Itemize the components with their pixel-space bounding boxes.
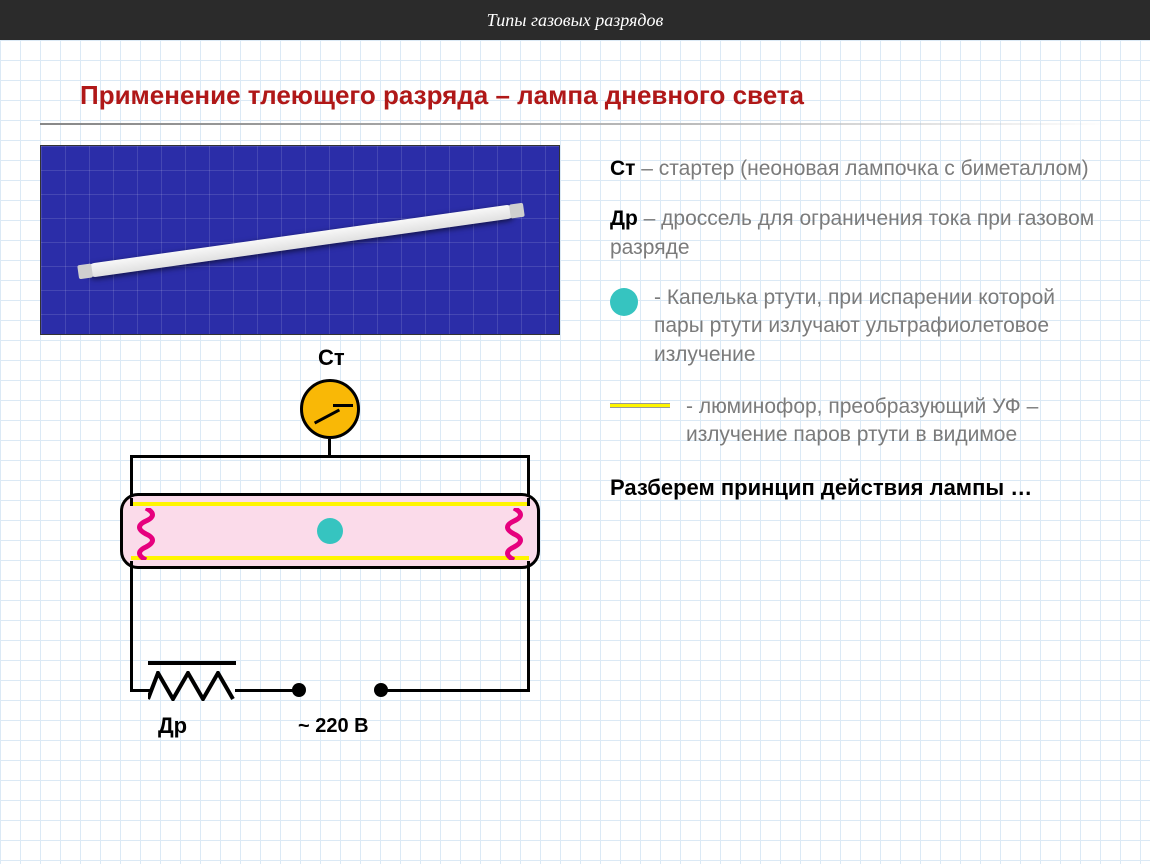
starter-label: Ст bbox=[318, 345, 345, 371]
bottom-note: Разберем принцип действия лампы … bbox=[610, 474, 1110, 503]
wire bbox=[527, 498, 530, 506]
wire bbox=[130, 561, 133, 691]
legend-starter-abbr: Ст bbox=[610, 157, 635, 180]
phosphor-coating-bottom bbox=[131, 556, 529, 560]
right-column: Ст – стартер (неоновая лампочка с бимета… bbox=[610, 145, 1110, 773]
wire bbox=[527, 561, 530, 691]
legend-choke: Др – дроссель для ограничения тока при г… bbox=[610, 205, 1110, 262]
content-area: Применение тлеющего разряда – лампа днев… bbox=[0, 40, 1150, 773]
filament-right bbox=[499, 508, 529, 560]
page-title: Применение тлеющего разряда – лампа днев… bbox=[40, 80, 1110, 111]
lamp-tube-photo bbox=[87, 204, 515, 278]
lamp-tube bbox=[120, 493, 540, 569]
main-row: Ст bbox=[40, 145, 1110, 773]
legend-mercury-text: - Капелька ртути, при испарении которой … bbox=[654, 284, 1110, 369]
voltage-label: ~ 220 В bbox=[298, 715, 369, 738]
legend-starter: Ст – стартер (неоновая лампочка с бимета… bbox=[610, 155, 1110, 183]
legend-starter-text: – стартер (неоновая лампочка с биметалло… bbox=[635, 157, 1088, 180]
wire bbox=[130, 455, 330, 458]
wire bbox=[235, 689, 300, 692]
wire bbox=[380, 689, 530, 692]
starter-contact2 bbox=[333, 404, 353, 407]
choke-core bbox=[148, 661, 236, 665]
filament-left bbox=[131, 508, 161, 560]
phosphor-coating-top bbox=[131, 502, 529, 506]
legend-phosphor-text: - люминофор, преобразующий УФ – излучени… bbox=[686, 393, 1110, 450]
legend-choke-text: – дроссель для ограничения тока при газо… bbox=[610, 207, 1094, 258]
phosphor-icon bbox=[610, 403, 670, 408]
circuit-diagram: Ст bbox=[40, 343, 580, 773]
wire bbox=[330, 455, 530, 458]
mercury-drop bbox=[317, 518, 343, 544]
legend-mercury: - Капелька ртути, при испарении которой … bbox=[610, 284, 1110, 369]
wire bbox=[130, 498, 133, 506]
header-title: Типы газовых разрядов bbox=[487, 10, 664, 31]
legend-phosphor: - люминофор, преобразующий УФ – излучени… bbox=[610, 393, 1110, 450]
choke-label: Др bbox=[158, 713, 187, 739]
legend-choke-abbr: Др bbox=[610, 207, 638, 230]
starter-contact1 bbox=[314, 409, 340, 425]
wire bbox=[130, 689, 150, 692]
header-bar: Типы газовых разрядов bbox=[0, 0, 1150, 40]
terminal-dot bbox=[292, 683, 306, 697]
choke-symbol bbox=[148, 661, 238, 706]
mercury-icon bbox=[610, 288, 638, 316]
left-column: Ст bbox=[40, 145, 580, 773]
terminal-dot bbox=[374, 683, 388, 697]
lamp-photo bbox=[40, 145, 560, 335]
title-divider bbox=[40, 123, 1110, 125]
starter-symbol bbox=[300, 379, 360, 439]
